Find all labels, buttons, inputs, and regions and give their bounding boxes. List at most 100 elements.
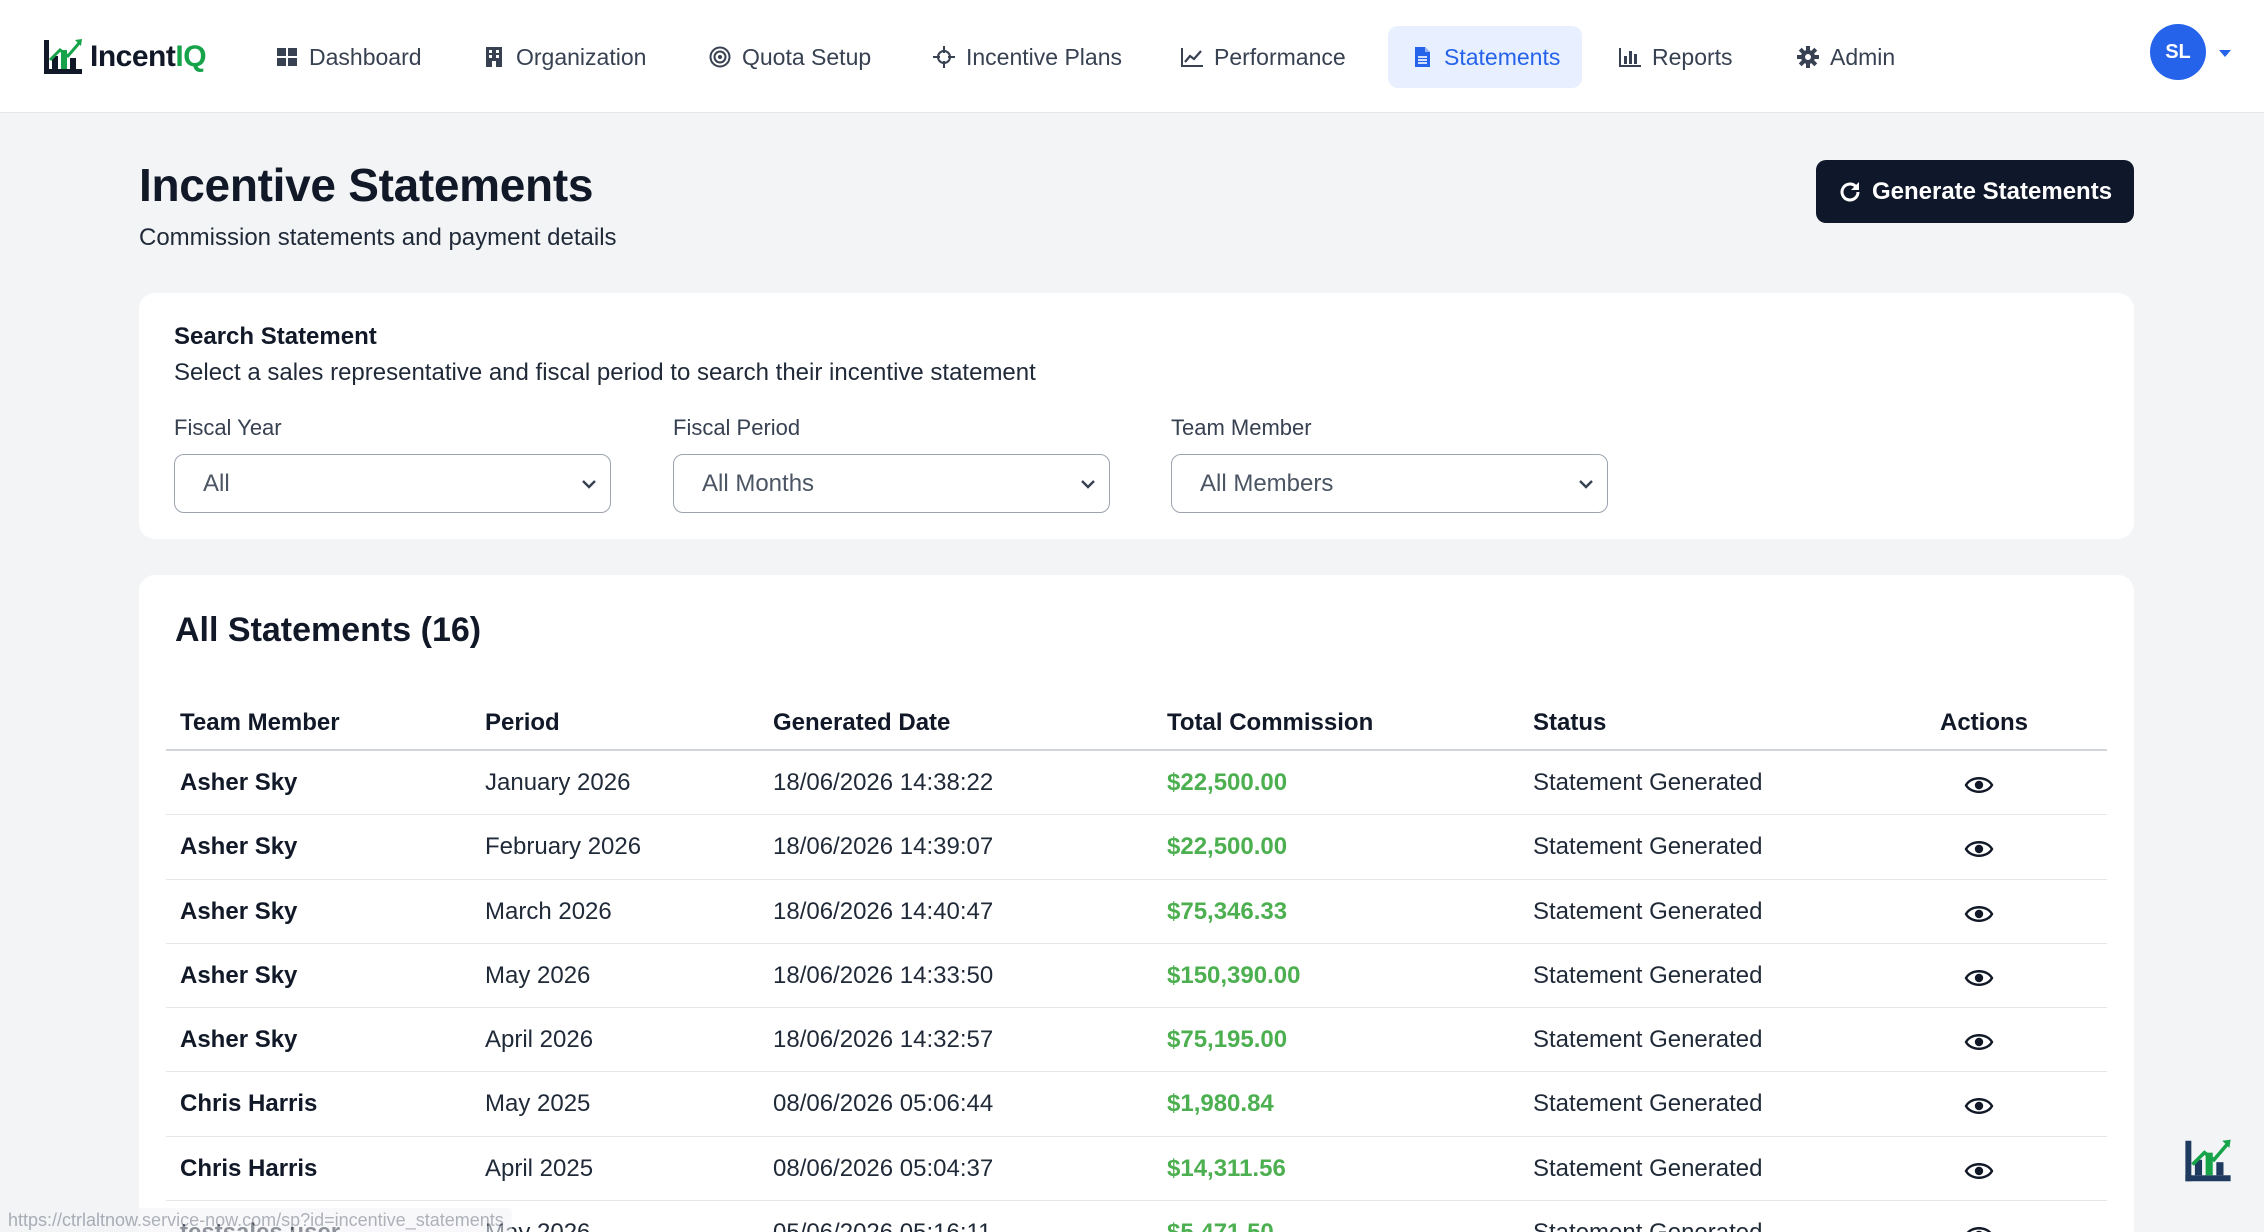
- brand-name: IncentIQ: [90, 40, 207, 74]
- nav-item-label: Performance: [1214, 43, 1346, 70]
- chevron-down-icon: [582, 480, 596, 489]
- statements-card: All Statements (16) Team Member Period G…: [139, 575, 2134, 1232]
- cell-member: Asher Sky: [180, 1026, 298, 1054]
- nav-item-label: Quota Setup: [742, 43, 872, 70]
- team-member-value: All Members: [1200, 469, 1334, 497]
- refresh-icon: [1840, 181, 1860, 201]
- chevron-down-icon: [1579, 480, 1593, 489]
- cell-commission: $22,500.00: [1167, 833, 1288, 861]
- nav-item-label: Organization: [516, 43, 647, 70]
- table-row: Asher Sky May 2026 18/06/2026 14:33:50 $…: [166, 944, 2107, 1009]
- view-eye-icon[interactable]: [1964, 903, 1994, 925]
- table-header: Team Member Period Generated Date Total …: [166, 695, 2107, 751]
- bar-chart-icon: [1619, 48, 1641, 67]
- cell-generated: 18/06/2026 14:39:07: [773, 833, 994, 861]
- cell-generated: 18/06/2026 14:32:57: [773, 1026, 994, 1054]
- table-row: Asher Sky March 2026 18/06/2026 14:40:47…: [166, 880, 2107, 944]
- fiscal-period-label: Fiscal Period: [673, 415, 801, 440]
- view-eye-icon[interactable]: [1964, 774, 1994, 796]
- grid-icon: [277, 48, 297, 66]
- cell-period: May 2025: [485, 1090, 591, 1118]
- cell-period: April 2025: [485, 1154, 594, 1182]
- search-title: Search Statement: [174, 323, 377, 350]
- cell-member: Asher Sky: [180, 961, 298, 989]
- column-header-commission[interactable]: Total Commission: [1167, 709, 1374, 736]
- view-eye-icon[interactable]: [1964, 1095, 1994, 1117]
- cell-generated: 18/06/2026 14:40:47: [773, 897, 994, 925]
- cell-commission: $1,980.84: [1167, 1090, 1274, 1118]
- nav-item-label: Reports: [1652, 43, 1733, 70]
- column-header-member[interactable]: Team Member: [180, 709, 340, 736]
- chevron-down-icon[interactable]: [2218, 48, 2232, 58]
- cell-generated: 08/06/2026 05:04:37: [773, 1154, 994, 1182]
- nav-item-label: Statements: [1444, 43, 1561, 70]
- cell-commission: $14,311.56: [1167, 1154, 1286, 1182]
- nav-item-label: Dashboard: [309, 43, 422, 70]
- fiscal-year-value: All: [203, 469, 230, 497]
- nav-item-quota-setup[interactable]: Quota Setup: [686, 26, 893, 88]
- cell-member: Asher Sky: [180, 769, 298, 796]
- team-member-select[interactable]: All Members: [1171, 454, 1608, 513]
- fiscal-period-select[interactable]: All Months: [673, 454, 1110, 513]
- line-chart-icon: [1181, 48, 1203, 67]
- cell-status: Statement Generated: [1533, 1154, 1763, 1182]
- nav-item-statements[interactable]: Statements: [1388, 26, 1583, 88]
- nav-item-label: Incentive Plans: [966, 43, 1122, 70]
- cell-period: May 2026: [485, 961, 591, 989]
- generate-statements-label: Generate Statements: [1871, 177, 2113, 205]
- cell-generated: 08/06/2026 05:06:44: [773, 1090, 994, 1118]
- cell-status: Statement Generated: [1533, 961, 1763, 989]
- nav-item-dashboard[interactable]: Dashboard: [253, 26, 444, 88]
- column-header-status[interactable]: Status: [1533, 709, 1607, 736]
- cell-member: Chris Harris: [180, 1090, 318, 1118]
- view-eye-icon[interactable]: [1964, 1224, 1994, 1232]
- cell-status: Statement Generated: [1533, 833, 1763, 861]
- chart-bars-logo-icon: [44, 39, 82, 74]
- nav-item-performance[interactable]: Performance: [1158, 26, 1368, 88]
- table-row: Chris Harris April 2025 08/06/2026 05:04…: [166, 1137, 2107, 1202]
- cell-status: Statement Generated: [1533, 1026, 1763, 1054]
- generate-statements-button[interactable]: Generate Statements: [1816, 160, 2134, 223]
- column-header-period[interactable]: Period: [485, 709, 560, 736]
- cell-commission: $22,500.00: [1167, 769, 1288, 796]
- brand-name-part2: IQ: [175, 40, 207, 73]
- page-title: Incentive Statements: [139, 159, 594, 211]
- table-row: Chris Harris May 2025 08/06/2026 05:06:4…: [166, 1072, 2107, 1137]
- table-row: Asher Sky April 2026 18/06/2026 14:32:57…: [166, 1008, 2107, 1073]
- fiscal-period-value: All Months: [702, 469, 815, 497]
- search-statement-card: Search Statement Select a sales represen…: [139, 293, 2134, 539]
- cell-commission: $150,390.00: [1167, 961, 1301, 989]
- view-eye-icon[interactable]: [1964, 1031, 1994, 1053]
- cell-commission: $5,471.50: [1167, 1201, 1274, 1232]
- view-eye-icon[interactable]: [1964, 1160, 1994, 1182]
- cell-generated: 05/06/2026 05:16:11: [773, 1201, 991, 1232]
- fiscal-year-select[interactable]: All: [174, 454, 611, 513]
- cell-generated: 18/06/2026 14:33:50: [773, 961, 994, 989]
- brand-name-part1: Incent: [90, 40, 176, 73]
- nav-item-reports[interactable]: Reports: [1596, 26, 1755, 88]
- browser-status-url: https://ctrlaltnow.service-now.com/sp?id…: [0, 1208, 512, 1232]
- cell-generated: 18/06/2026 14:38:22: [773, 769, 994, 796]
- cell-status: Statement Generated: [1533, 1201, 1762, 1232]
- view-eye-icon[interactable]: [1964, 967, 1994, 989]
- nav-item-label: Admin: [1830, 43, 1896, 70]
- statements-title: All Statements (16): [175, 611, 482, 649]
- cell-period: January 2026: [485, 769, 631, 796]
- cell-status: Statement Generated: [1533, 1090, 1763, 1118]
- crosshair-icon: [933, 46, 955, 68]
- target-icon: [709, 46, 731, 68]
- cell-member: Asher Sky: [180, 897, 298, 925]
- cell-period: February 2026: [485, 833, 642, 861]
- avatar-initials: SL: [2165, 40, 2191, 63]
- nav-item-incentive-plans[interactable]: Incentive Plans: [910, 26, 1144, 88]
- column-header-generated[interactable]: Generated Date: [773, 709, 951, 736]
- nav-item-organization[interactable]: Organization: [460, 26, 668, 88]
- top-navbar: IncentIQ Dashboard Organization Quota Se…: [0, 0, 2264, 113]
- view-eye-icon[interactable]: [1964, 838, 1994, 860]
- nav-item-admin[interactable]: Admin: [1774, 26, 1917, 88]
- brand-logo[interactable]: IncentIQ: [42, 34, 207, 80]
- gear-icon: [1797, 46, 1819, 68]
- user-avatar[interactable]: SL: [2150, 24, 2206, 80]
- column-header-actions: Actions: [1940, 709, 2029, 736]
- floating-chart-logo-icon[interactable]: [2183, 1136, 2233, 1186]
